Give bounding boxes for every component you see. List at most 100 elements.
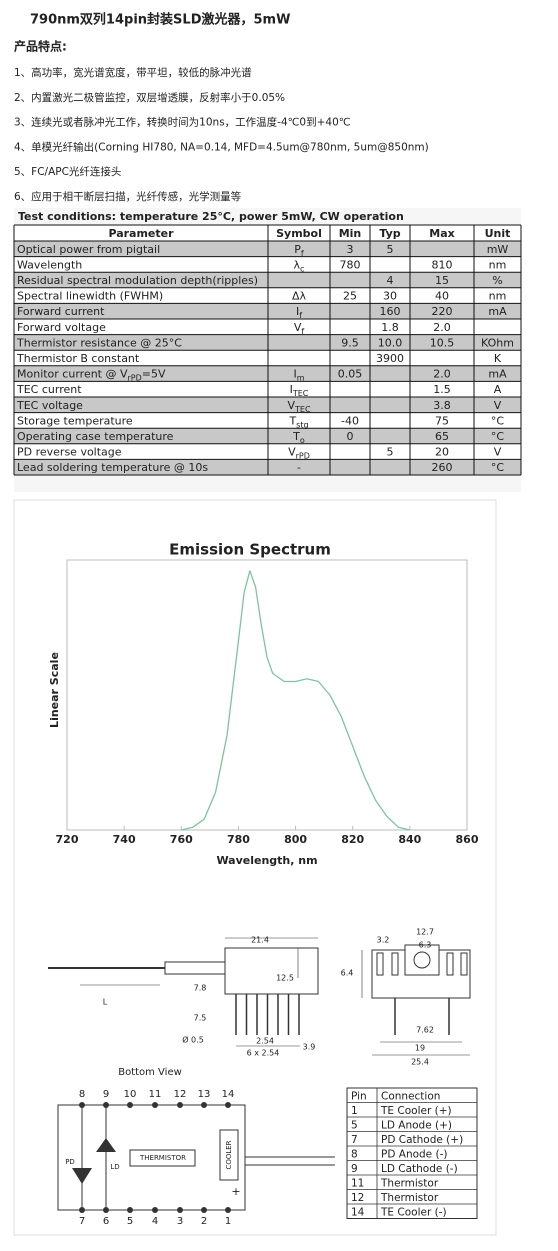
table-cell: Operating case temperature — [17, 430, 174, 443]
table-cell: VTEC — [287, 399, 310, 414]
feature-item: 6、应用于相干断层扫描，光纤传感，光学测量等 — [14, 190, 242, 203]
pin-number: 10 — [124, 1089, 137, 1100]
dimension-label: 3.2 — [377, 936, 390, 945]
window — [404, 944, 440, 976]
text-part: I — [290, 383, 293, 396]
x-tick-label: 840 — [398, 833, 421, 846]
table-cell: K — [494, 352, 502, 365]
table-cell: Thermistor resistance @ 25°C — [16, 336, 182, 349]
feature-item: 2、内置激光二极管监控，双层增透膜，反射率小于0.05% — [14, 91, 285, 104]
pin-table-cell: PD Anode (-) — [381, 1148, 447, 1160]
pin-number: 11 — [149, 1089, 162, 1100]
table-cell: 1.8 — [381, 321, 399, 334]
table-cell: 2.0 — [433, 321, 451, 334]
text-part: λ — [294, 258, 301, 271]
pin-number: 9 — [103, 1089, 109, 1100]
table-cell: 260 — [432, 461, 453, 474]
pin-table-cell: 8 — [351, 1148, 358, 1160]
table-cell: A — [494, 383, 502, 396]
table-cell: mA — [488, 368, 507, 381]
pin — [201, 1102, 207, 1108]
pin-slot — [391, 952, 399, 976]
text-part: I — [296, 305, 299, 318]
pin — [177, 1102, 183, 1108]
table-cell: ITEC — [290, 383, 309, 398]
feature-item: 1、高功率，宽光谱宽度，带平坦，较低的脉冲光谱 — [14, 66, 252, 79]
pin-table-cell: 14 — [351, 1206, 365, 1218]
table-cell: 30 — [383, 290, 397, 303]
table-cell: - — [297, 461, 301, 474]
pd-diode — [72, 1168, 92, 1184]
table-header: Min — [339, 227, 362, 240]
table-cell: 220 — [432, 305, 453, 318]
schematic-label: COOLER — [225, 1140, 233, 1169]
table-caption: Test conditions: temperature 25°C, power… — [18, 210, 404, 223]
text-part: P — [294, 243, 301, 256]
x-axis-label: Wavelength, nm — [216, 854, 317, 867]
pin-number: 8 — [79, 1089, 85, 1100]
text-part: V — [288, 446, 296, 459]
table-cell: 25 — [343, 290, 357, 303]
subscript: rPD — [296, 451, 310, 460]
spectrum-line — [181, 570, 411, 831]
schematic-label: LD — [110, 1163, 119, 1171]
dimension-label: 12.7 — [416, 928, 434, 937]
pin — [225, 1102, 231, 1108]
pin-table-cell: PD Cathode (+) — [381, 1134, 463, 1146]
pin-slot — [376, 952, 384, 976]
pin — [127, 1102, 133, 1108]
dimension-label: 12.5 — [276, 974, 294, 983]
table-cell: Tstg — [288, 414, 308, 429]
cooler-box — [219, 1129, 239, 1181]
pin-table-cell: TE Cooler (-) — [380, 1206, 447, 1218]
table-cell: Spectral linewidth (FWHM) — [17, 290, 163, 303]
table-cell: 9.5 — [341, 336, 359, 349]
table-cell: 0 — [347, 430, 354, 443]
dimension-label: L — [103, 998, 108, 1007]
table-cell: 810 — [432, 258, 453, 271]
table-cell: 10.5 — [430, 336, 455, 349]
table-cell: 780 — [340, 258, 361, 271]
pin-number: 7 — [79, 1216, 85, 1227]
pin-table-cell: LD Cathode (-) — [381, 1163, 458, 1175]
text-part: T — [288, 414, 296, 427]
lens — [413, 951, 431, 969]
table-cell: % — [492, 274, 502, 287]
subscript: m — [297, 373, 305, 382]
pin-table-cell: 11 — [351, 1177, 364, 1189]
table-cell: 20 — [435, 446, 449, 459]
table-cell: 65 — [435, 430, 449, 443]
table-cell: 5 — [387, 446, 394, 459]
table-cell: Residual spectral modulation depth(rippl… — [17, 274, 258, 287]
table-cell: 4 — [387, 274, 394, 287]
schematic-label: + — [231, 1185, 240, 1198]
plot-frame — [66, 559, 468, 831]
table-cell: 5 — [387, 243, 394, 256]
dimension-label: 19 — [415, 1044, 425, 1053]
subscript: f — [301, 248, 304, 257]
pin-table — [346, 1087, 478, 1219]
table-cell: 3 — [347, 243, 354, 256]
pin-number: 3 — [177, 1216, 183, 1227]
table-cell: Vf — [294, 321, 305, 336]
text-part: V — [294, 321, 302, 334]
pin — [225, 1207, 231, 1213]
features-heading: 产品特点: — [14, 39, 67, 54]
text-part: Monitor current @ V — [17, 368, 128, 381]
pin-number: 4 — [152, 1216, 158, 1227]
pin-table-cell: 9 — [351, 1163, 358, 1175]
dimension-label: 2.54 — [256, 1037, 274, 1046]
table-cell: -40 — [341, 414, 359, 427]
x-tick-label: 780 — [227, 833, 250, 846]
pin-number: 5 — [127, 1216, 133, 1227]
table-cell: TEC current — [16, 383, 82, 396]
dimension-label: 6 x 2.54 — [247, 1049, 280, 1058]
dimension-label: 7.8 — [194, 984, 207, 993]
pin-number: 6 — [103, 1216, 109, 1227]
text-part: =5V — [142, 368, 166, 381]
subscript: TEC — [294, 404, 311, 413]
chart-title: Emission Spectrum — [169, 541, 331, 559]
